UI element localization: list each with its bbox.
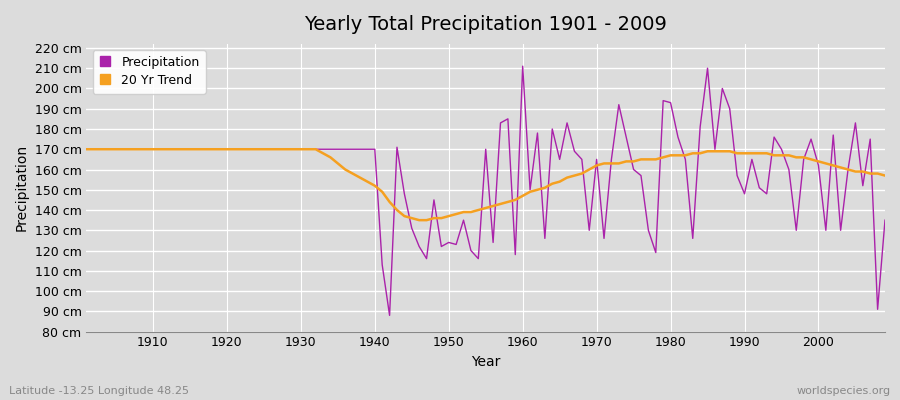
Precipitation <box>384 313 395 318</box>
Line: 20 Yr Trend: 20 Yr Trend <box>86 149 885 220</box>
Text: worldspecies.org: worldspecies.org <box>796 386 891 396</box>
Legend: Precipitation, 20 Yr Trend: Precipitation, 20 Yr Trend <box>93 50 206 94</box>
Title: Yearly Total Precipitation 1901 - 2009: Yearly Total Precipitation 1901 - 2009 <box>304 15 667 34</box>
Precipitation <box>621 135 632 140</box>
20 Yr Trend <box>414 218 425 222</box>
Precipitation <box>532 131 543 136</box>
Precipitation <box>518 64 528 68</box>
20 Yr Trend <box>614 161 625 166</box>
20 Yr Trend <box>81 147 92 152</box>
Precipitation <box>879 218 890 222</box>
Precipitation <box>525 187 535 192</box>
Y-axis label: Precipitation: Precipitation <box>15 144 29 231</box>
X-axis label: Year: Year <box>471 355 500 369</box>
20 Yr Trend <box>302 147 313 152</box>
20 Yr Trend <box>347 171 358 176</box>
Precipitation <box>81 147 92 152</box>
Precipitation <box>302 147 313 152</box>
Precipitation <box>347 147 358 152</box>
20 Yr Trend <box>140 147 151 152</box>
Text: Latitude -13.25 Longitude 48.25: Latitude -13.25 Longitude 48.25 <box>9 386 189 396</box>
Precipitation <box>140 147 151 152</box>
20 Yr Trend <box>879 173 890 178</box>
Line: Precipitation: Precipitation <box>86 66 885 315</box>
20 Yr Trend <box>525 189 535 194</box>
20 Yr Trend <box>518 194 528 198</box>
